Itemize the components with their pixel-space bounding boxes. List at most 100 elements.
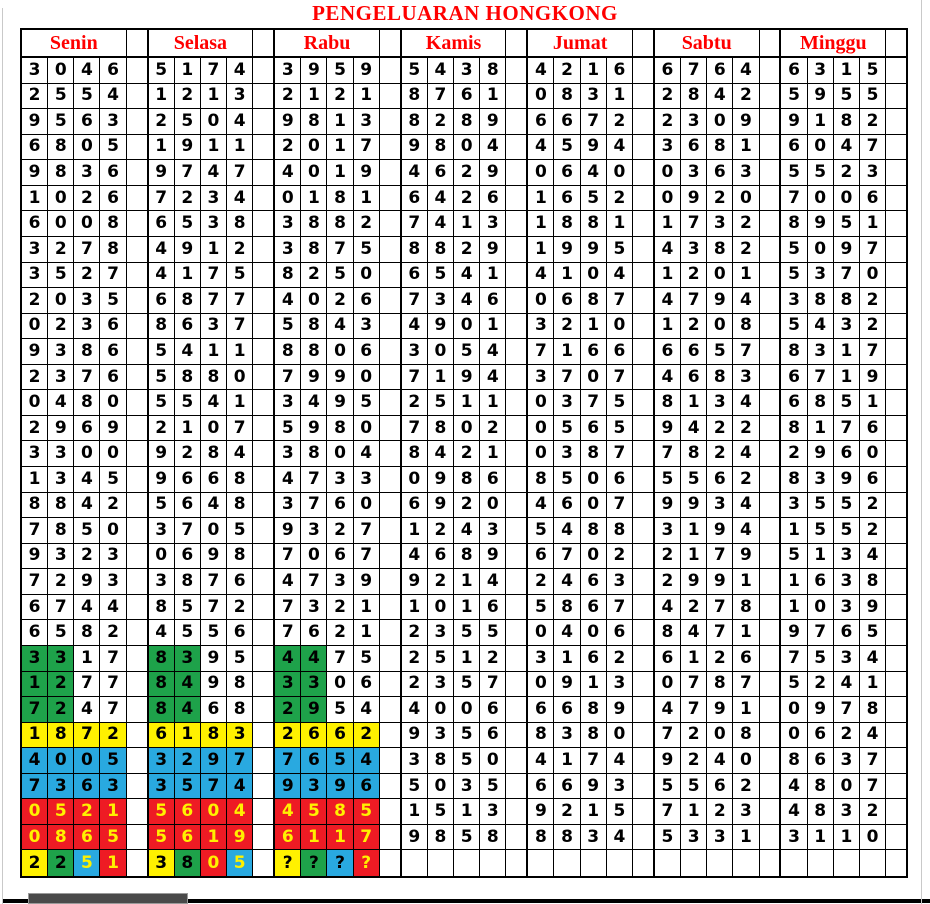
digit-cell: 2 bbox=[834, 160, 860, 185]
digit-cell: 6 bbox=[528, 773, 555, 799]
digit-cell: 2 bbox=[48, 236, 75, 262]
digit-cell: 3 bbox=[681, 109, 708, 134]
digit-cell: 7 bbox=[100, 671, 127, 697]
digit-cell: 8 bbox=[480, 824, 507, 850]
digit-cell: 1 bbox=[402, 518, 428, 543]
digit-cell: 2 bbox=[327, 620, 354, 645]
spacer-cell bbox=[886, 518, 906, 543]
digit-cell: 5 bbox=[48, 620, 75, 645]
digit-cell: 0 bbox=[528, 390, 555, 415]
digit-cell: 3 bbox=[74, 160, 101, 185]
digit-cell: 1 bbox=[175, 58, 201, 83]
digit-cell: 6 bbox=[554, 160, 581, 185]
digit-cell: 8 bbox=[707, 134, 734, 160]
digit-cell: 4 bbox=[860, 543, 887, 569]
spacer-cell bbox=[380, 672, 400, 697]
spacer-cell bbox=[633, 544, 653, 569]
digit-cell: 3 bbox=[22, 236, 49, 262]
digit-cell: 4 bbox=[100, 83, 127, 109]
spacer-cell bbox=[760, 314, 780, 339]
digit-cell: 9 bbox=[354, 160, 380, 185]
spacer-cell bbox=[886, 850, 906, 876]
digit-cell: 1 bbox=[480, 390, 507, 415]
digit-cell: 8 bbox=[148, 697, 175, 722]
digit-cell: 2 bbox=[175, 441, 201, 466]
spacer-cell bbox=[380, 544, 400, 569]
digit-cell: 9 bbox=[402, 824, 428, 850]
digit-cell: 3 bbox=[48, 543, 75, 569]
scrollbar-thumb[interactable] bbox=[28, 893, 188, 904]
digit-cell: 0 bbox=[301, 288, 328, 313]
spacer-cell bbox=[760, 441, 780, 466]
spacer-cell bbox=[886, 595, 906, 620]
digit-cell: 6 bbox=[681, 134, 708, 160]
digit-cell: 5 bbox=[834, 492, 860, 518]
digit-cell: 2 bbox=[402, 390, 428, 415]
digit-cell: 5 bbox=[834, 211, 860, 236]
digit-cell: 0 bbox=[808, 236, 834, 262]
digit-cell: 6 bbox=[707, 58, 734, 83]
digit-cell: 2 bbox=[554, 313, 581, 339]
digit-cell: 7 bbox=[733, 671, 760, 697]
digit-cell: 3 bbox=[808, 467, 834, 492]
digit-cell: 1 bbox=[227, 390, 254, 415]
digit-cell: 3 bbox=[354, 313, 380, 339]
digit-cell: 5 bbox=[554, 134, 581, 160]
digit-cell bbox=[860, 850, 887, 876]
digit-cell: 9 bbox=[200, 748, 228, 773]
digit-cell: 0 bbox=[607, 722, 633, 748]
digit-cell: 8 bbox=[327, 211, 354, 236]
digit-cell: 3 bbox=[781, 824, 808, 850]
digit-cell: 2 bbox=[74, 262, 101, 288]
digit-cell: 8 bbox=[707, 364, 734, 390]
digit-cell: 0 bbox=[808, 594, 834, 620]
digit-cell: 5 bbox=[454, 748, 481, 773]
digit-cell: 1 bbox=[22, 722, 49, 748]
digit-cell: 3 bbox=[607, 773, 633, 799]
digit-cell: 1 bbox=[149, 134, 175, 160]
digit-cell: 7 bbox=[554, 543, 581, 569]
digit-cell: 4 bbox=[733, 58, 760, 83]
spacer-cell bbox=[506, 365, 526, 390]
digit-cell: 1 bbox=[480, 262, 507, 288]
spacer-cell bbox=[760, 160, 780, 185]
digit-cell: 6 bbox=[834, 441, 860, 466]
digit-cell: 8 bbox=[48, 824, 75, 850]
digit-cell: 8 bbox=[301, 313, 328, 339]
digit-cell: 9 bbox=[149, 160, 175, 185]
digit-cell: 2 bbox=[174, 748, 201, 773]
digit-cell: 5 bbox=[100, 288, 127, 313]
digit-cell: 5 bbox=[454, 339, 481, 364]
digit-cell: 2 bbox=[48, 697, 75, 722]
digit-cell: 2 bbox=[48, 850, 75, 876]
digit-cell: 6 bbox=[733, 645, 760, 671]
digit-cell: 6 bbox=[22, 211, 49, 236]
day-header-jumat: Jumat bbox=[528, 30, 655, 56]
digit-cell: 7 bbox=[100, 262, 127, 288]
spacer-cell bbox=[127, 569, 147, 594]
digit-cell: 0 bbox=[528, 83, 555, 109]
digit-cell: 7 bbox=[48, 594, 75, 620]
digit-cell: 0 bbox=[454, 697, 481, 722]
digit-cell: 9 bbox=[327, 364, 354, 390]
digit-cell bbox=[834, 850, 860, 876]
spacer-cell bbox=[886, 672, 906, 697]
spacer-cell bbox=[886, 109, 906, 134]
digit-cell: 7 bbox=[201, 288, 228, 313]
